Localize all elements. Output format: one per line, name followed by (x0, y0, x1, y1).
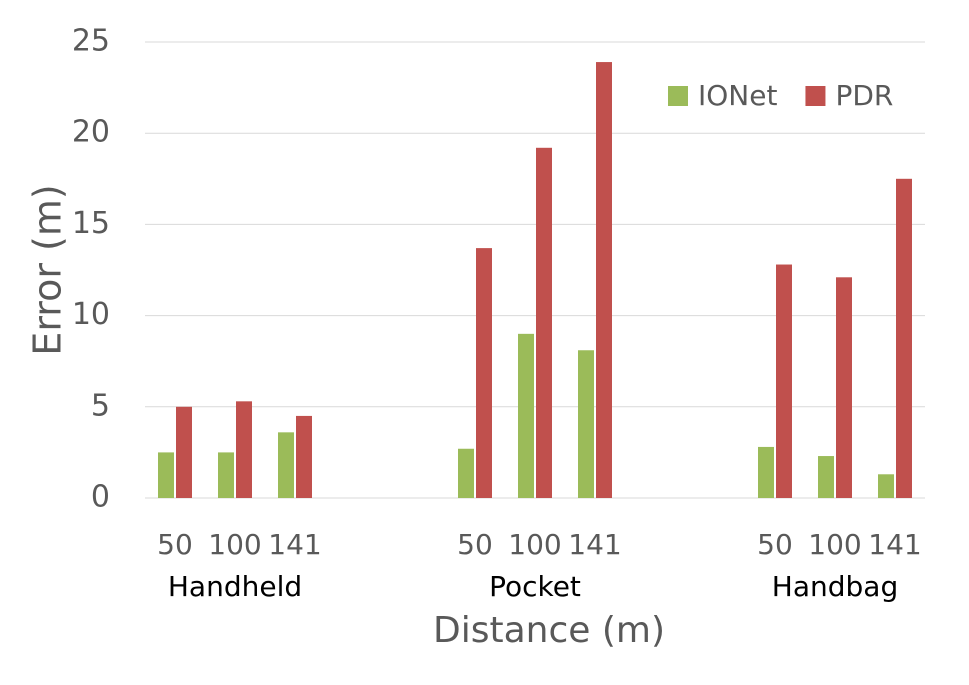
group-label: Handbag (772, 570, 898, 603)
bar (578, 350, 594, 498)
legend-label: IONet (698, 79, 777, 112)
x-tick-label: 141 (268, 528, 321, 561)
y-tick-label: 15 (72, 206, 110, 241)
x-tick-label: 50 (757, 528, 793, 561)
bar (818, 456, 834, 498)
y-tick-label: 20 (72, 115, 110, 150)
y-axis-title: Error (m) (26, 184, 70, 355)
bar (296, 415, 312, 498)
bar (896, 178, 912, 499)
bar (536, 147, 552, 499)
x-tick-label: 50 (157, 528, 193, 561)
bar (878, 474, 894, 498)
bar (758, 446, 774, 498)
bar (158, 452, 174, 498)
y-tick-label: 25 (72, 24, 110, 59)
x-tick-label: 141 (868, 528, 921, 561)
legend-swatch (668, 86, 688, 106)
group-label: Pocket (489, 570, 581, 603)
y-tick-label: 0 (91, 480, 110, 515)
bar (776, 264, 792, 498)
group-label: Handheld (168, 570, 302, 603)
y-tick-label: 5 (91, 388, 110, 423)
bar (176, 406, 192, 498)
legend-label: PDR (835, 79, 893, 112)
bar (458, 448, 474, 498)
x-tick-label: 50 (457, 528, 493, 561)
bar (518, 333, 534, 498)
bar (236, 401, 252, 498)
x-tick-label: 141 (568, 528, 621, 561)
legend-swatch (805, 86, 826, 106)
bar (596, 62, 612, 499)
bar (836, 277, 852, 498)
x-tick-label: 100 (508, 528, 561, 561)
x-axis-title: Distance (m) (433, 610, 665, 651)
x-tick-label: 100 (808, 528, 861, 561)
y-tick-label: 10 (72, 297, 110, 332)
x-tick-label: 100 (208, 528, 261, 561)
bar (476, 248, 492, 498)
bar (218, 452, 234, 498)
bar (278, 432, 294, 498)
